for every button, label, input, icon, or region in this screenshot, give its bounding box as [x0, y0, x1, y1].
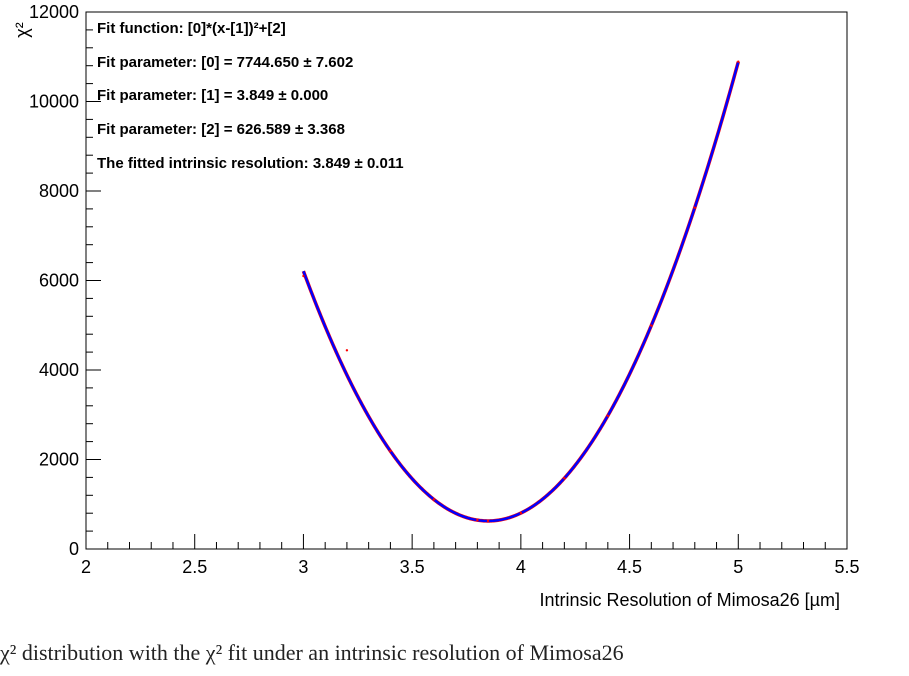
x-axis: 2 2.5 3 3.5 4 4.5 5 5.5 [81, 534, 860, 577]
y-axis: 0 2000 4000 6000 8000 10000 12000 [29, 2, 101, 559]
fit-param-0-label: Fit parameter: [0] = 7744.650 ± 7.602 [97, 54, 353, 71]
y-tick-label: 6000 [39, 271, 79, 291]
x-tick-label: 3.5 [400, 557, 425, 577]
data-point [519, 511, 523, 515]
x-tick-label: 5 [733, 557, 743, 577]
data-point [432, 498, 436, 501]
y-tick-label: 0 [69, 539, 79, 559]
data-point [302, 274, 305, 278]
fit-param-1-label: Fit parameter: [1] = 3.849 ± 0.000 [97, 87, 328, 104]
y-tick-label: 8000 [39, 181, 79, 201]
data-point [476, 518, 479, 522]
chart: 2 2.5 3 3.5 4 4.5 5 5.5 0 2000 4000 6000 8000 10000 1… [12, 2, 860, 610]
fit-param-2-label: Fit parameter: [2] = 626.589 ± 3.368 [97, 121, 345, 138]
x-tick-label: 4.5 [617, 557, 642, 577]
x-tick-label: 3 [298, 557, 308, 577]
fit-curve [302, 61, 740, 523]
data-point [486, 519, 490, 523]
data-point [563, 477, 566, 480]
y-axis-title: χ² [12, 22, 32, 37]
x-tick-label: 2.5 [182, 557, 207, 577]
y-tick-label: 2000 [39, 450, 79, 470]
data-point [606, 414, 610, 417]
x-tick-label: 5.5 [834, 557, 859, 577]
y-tick-label: 10000 [29, 92, 79, 112]
data-point [693, 206, 696, 209]
data-point [345, 349, 349, 352]
plot-area [301, 60, 740, 523]
x-tick-label: 2 [81, 557, 91, 577]
fit-function-label: Fit function: [0]*(x-[1])²+[2] [97, 20, 286, 37]
x-axis-title: Intrinsic Resolution of Mimosa26 [µm] [540, 590, 840, 610]
data-curve [301, 61, 740, 523]
fitted-resolution-label: The fitted intrinsic resolution: 3.849 ±… [97, 155, 404, 172]
fit-results: Fit function: [0]*(x-[1])²+[2] Fit param… [97, 20, 404, 172]
figure-caption: χ² distribution with the χ² fit under an… [0, 640, 624, 665]
y-tick-label: 12000 [29, 2, 79, 22]
data-point [389, 449, 392, 453]
data-point [737, 60, 740, 63]
y-tick-label: 4000 [39, 360, 79, 380]
data-point [650, 324, 653, 327]
x-tick-label: 4 [516, 557, 526, 577]
